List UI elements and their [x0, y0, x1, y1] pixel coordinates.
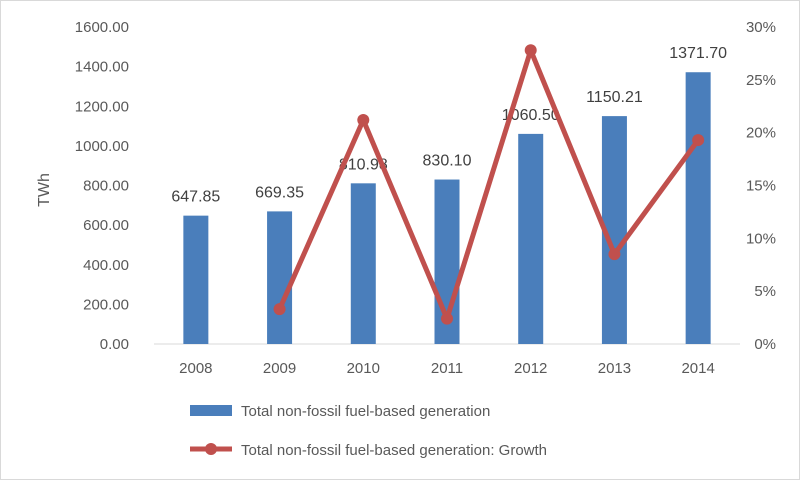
y2-tick-label: 30% — [746, 19, 776, 36]
growth-point — [273, 303, 286, 316]
y-tick-label: 0.00 — [100, 336, 129, 353]
y-tick-label: 1600.00 — [75, 19, 129, 36]
y2-axis-ticks: 0% 5% 10% 15% 20% 25% 30% — [746, 19, 776, 353]
bar-data-label: 669.35 — [255, 184, 304, 201]
x-axis-ticks: 2008 2009 2010 2011 2012 2013 2014 — [179, 360, 715, 377]
bar — [518, 133, 544, 344]
y-tick-label: 200.00 — [83, 296, 129, 313]
x-tick-label: 2014 — [681, 360, 714, 377]
bar-data-label: 1060.50 — [502, 107, 560, 124]
bar — [267, 211, 293, 344]
bar-data-labels: 647.85 669.35 810.98 830.10 1060.50 1150.21 13… — [171, 45, 727, 205]
y2-tick-label: 25% — [746, 72, 776, 89]
y2-tick-label: 15% — [746, 178, 776, 195]
legend-label-bar: Total non-fossil fuel-based generation — [241, 403, 490, 420]
bar-data-label: 647.85 — [171, 189, 220, 206]
growth-line-path — [277, 47, 701, 322]
y-axis-ticks: 0.00 200.00 400.00 600.00 800.00 1000.00 1200.… — [75, 19, 129, 353]
x-tick-label: 2009 — [263, 360, 296, 377]
y-tick-label: 1400.00 — [75, 59, 129, 76]
legend: Total non-fossil fuel-based generation T… — [190, 403, 547, 459]
y2-tick-label: 5% — [754, 283, 776, 300]
growth-point — [692, 134, 705, 147]
x-tick-label: 2012 — [514, 360, 547, 377]
legend-swatch-marker — [205, 443, 217, 455]
x-tick-label: 2010 — [347, 360, 380, 377]
y2-tick-label: 20% — [746, 125, 776, 142]
bar — [685, 72, 711, 345]
bar-data-label: 810.98 — [339, 156, 388, 173]
bar — [183, 215, 209, 344]
x-tick-label: 2011 — [431, 360, 463, 377]
bar — [350, 183, 376, 344]
y-tick-label: 1000.00 — [75, 138, 129, 155]
bar-data-label: 1150.21 — [586, 89, 643, 106]
y-tick-label: 600.00 — [83, 217, 129, 234]
y-tick-label: 800.00 — [83, 178, 129, 195]
y2-tick-label: 0% — [754, 336, 776, 353]
x-tick-label: 2013 — [598, 360, 631, 377]
x-tick-label: 2008 — [179, 360, 212, 377]
y-tick-label: 400.00 — [83, 257, 129, 274]
bar-series — [183, 72, 711, 345]
y-tick-label: 1200.00 — [75, 98, 129, 115]
growth-point — [524, 44, 537, 57]
growth-point — [441, 312, 453, 325]
bar-data-label: 1371.70 — [669, 45, 727, 62]
bar-data-label: 830.10 — [423, 153, 472, 170]
y-axis-title: TWh — [36, 173, 53, 207]
line-series — [273, 44, 705, 325]
growth-point — [608, 248, 621, 261]
legend-label-line: Total non-fossil fuel-based generation: … — [241, 442, 547, 459]
growth-point — [357, 113, 370, 126]
legend-swatch-bar — [190, 405, 232, 416]
y2-tick-label: 10% — [746, 230, 776, 247]
